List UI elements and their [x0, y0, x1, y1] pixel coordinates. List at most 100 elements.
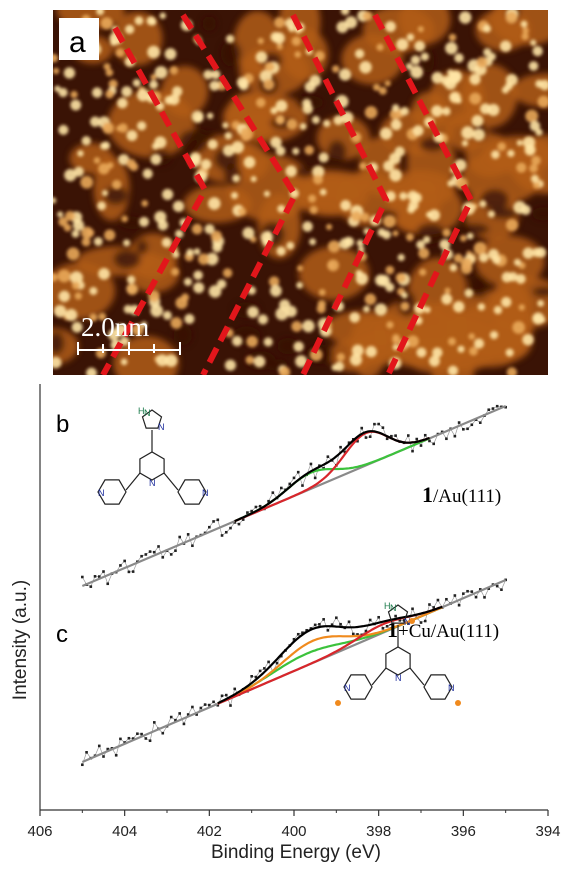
stm-molecule-dot	[209, 80, 220, 91]
raw-data-point	[364, 629, 368, 633]
raw-data-point	[351, 632, 355, 636]
stm-molecule-dot	[169, 66, 179, 75]
raw-data-point	[178, 535, 181, 539]
stm-molecule-dot	[54, 85, 61, 92]
stm-molecule-dot	[512, 321, 526, 334]
stm-molecule-dot	[72, 219, 85, 231]
raw-data-point	[144, 737, 148, 740]
stm-molecule-dot	[376, 43, 384, 51]
x-tick-label: 406	[27, 823, 52, 840]
stm-molecule-dot	[89, 313, 98, 322]
stm-molecule-dot	[351, 344, 364, 357]
stm-molecule-dot	[483, 24, 491, 33]
raw-data-point	[411, 607, 414, 611]
raw-data-point	[419, 444, 423, 447]
raw-data-point	[119, 737, 122, 741]
stm-molecule-dot	[389, 169, 402, 182]
raw-data-point	[246, 511, 249, 514]
raw-data-point	[174, 549, 177, 552]
stm-molecule-dot	[397, 253, 405, 262]
molecule-ring	[343, 674, 373, 700]
stm-molecule-dot	[58, 87, 68, 98]
stm-molecule-dot	[323, 119, 331, 128]
raw-data-point	[470, 423, 474, 427]
stm-molecule-dot	[291, 36, 301, 46]
stm-molecule-dot	[299, 123, 307, 130]
stm-molecule-dot	[535, 79, 544, 88]
panel-label-a: a	[69, 26, 86, 59]
stm-molecule-dot	[286, 118, 298, 130]
stm-molecule-dot	[410, 65, 424, 79]
raw-data-point	[445, 437, 448, 441]
stm-molecule-dot	[276, 246, 286, 256]
molecule-bond	[125, 472, 141, 491]
stm-molecule-dot	[308, 194, 317, 203]
stm-molecule-dot	[172, 200, 185, 213]
stm-molecule-dot	[418, 247, 430, 259]
stm-molecule-dot	[154, 66, 168, 79]
stm-molecule-dot	[231, 335, 243, 347]
stm-dark-gap	[191, 130, 216, 142]
stm-dark-gap	[469, 274, 489, 298]
stm-molecule-dot	[240, 127, 254, 141]
stm-molecule-dot	[237, 207, 247, 216]
stm-molecule-dot	[508, 272, 518, 282]
stm-molecule-dot	[417, 26, 424, 33]
raw-data-point	[457, 421, 461, 424]
raw-data-point	[407, 434, 410, 437]
stm-molecule-dot	[528, 61, 539, 71]
atom-label: N	[149, 478, 156, 488]
raw-data-point	[250, 509, 253, 513]
stm-molecule-dot	[416, 240, 425, 249]
x-tick-label: 394	[535, 823, 560, 840]
x-axis-label: Binding Energy (eV)	[211, 842, 381, 863]
stm-molecule-dot	[466, 232, 474, 240]
stm-molecule-dot	[294, 51, 301, 58]
stm-molecule-dot	[406, 33, 415, 42]
stm-molecule-dot	[364, 106, 378, 119]
stm-molecule-dot	[355, 269, 363, 277]
stm-molecule-dot	[317, 299, 326, 309]
stm-molecule-dot	[184, 313, 195, 324]
raw-data-point	[220, 694, 224, 698]
raw-data-point	[313, 476, 317, 480]
raw-data-point	[487, 587, 491, 590]
stm-molecule-dot	[473, 241, 487, 255]
stm-molecule-dot	[364, 293, 377, 306]
raw-data-point	[229, 526, 232, 530]
stm-molecule-dot	[392, 335, 401, 344]
raw-data-point	[114, 753, 118, 757]
stm-molecule-dot	[159, 12, 166, 19]
raw-data-point	[161, 731, 165, 735]
stm-molecule-dot	[392, 104, 400, 112]
raw-data-point	[504, 578, 507, 582]
stm-molecule-dot	[537, 299, 545, 307]
raw-data-point	[402, 619, 406, 622]
stm-molecule-dot	[386, 321, 394, 329]
raw-data-point	[504, 405, 507, 409]
stm-molecule-dot	[400, 107, 409, 116]
stm-molecule-dot	[424, 306, 431, 314]
stm-molecule-dot	[64, 210, 76, 222]
stm-dark-gap	[327, 140, 347, 164]
stm-molecule-dot	[86, 367, 97, 375]
stm-dark-gap	[223, 163, 242, 187]
stm-molecule-dot	[108, 79, 118, 89]
raw-data-point	[174, 718, 177, 722]
stm-molecule-dot	[406, 233, 414, 242]
stm-molecule-dot	[270, 136, 282, 149]
stm-molecule-dot	[270, 285, 282, 297]
raw-data-point	[148, 550, 152, 553]
stm-molecule-dot	[253, 355, 266, 368]
stm-molecule-dot	[460, 257, 473, 270]
stm-molecule-dot	[124, 24, 135, 35]
raw-data-point	[301, 484, 304, 487]
stm-molecule-dot	[243, 156, 256, 169]
stm-molecule-dot	[80, 175, 94, 189]
atom-label: N	[202, 488, 209, 498]
raw-data-point	[478, 588, 482, 591]
stm-molecule-dot	[212, 242, 223, 253]
stm-dark-gap	[173, 324, 192, 346]
stm-dark-gap	[113, 249, 141, 270]
stm-molecule-dot	[318, 289, 326, 296]
